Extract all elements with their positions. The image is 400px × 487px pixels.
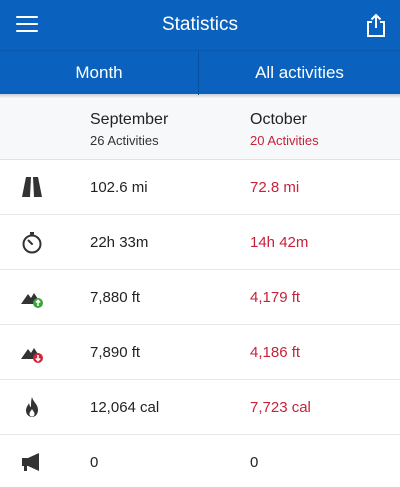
stat-value-september: 102.6 mi — [90, 179, 148, 196]
stat-row-calories: 12,064 cal 7,723 cal — [0, 380, 400, 435]
hamburger-menu-icon[interactable] — [14, 13, 42, 35]
stat-row-elevation-gain: 7,880 ft 4,179 ft — [0, 270, 400, 325]
column-headers: September 26 Activities October 20 Activ… — [0, 99, 400, 160]
tab-month[interactable]: Month — [0, 51, 199, 95]
stat-value-october: 72.8 mi — [250, 179, 300, 196]
stat-value-september: 0 — [90, 454, 99, 471]
share-icon[interactable] — [364, 12, 388, 38]
stat-row-announcements: 0 0 — [0, 435, 400, 487]
stat-value-october: 0 — [250, 454, 259, 471]
column-activity-count: 26 Activities — [90, 133, 159, 148]
megaphone-icon — [22, 453, 39, 471]
tab-bar-shadow — [0, 94, 400, 99]
elevation-gain-icon — [21, 293, 43, 308]
stat-row-time: 22h 33m 14h 42m — [0, 215, 400, 270]
column-activity-count: 20 Activities — [250, 133, 319, 148]
column-september: September 26 Activities — [90, 111, 168, 148]
tab-bar: Month All activities — [0, 50, 400, 95]
flame-calories-icon — [26, 397, 38, 417]
stat-value-september: 12,064 cal — [90, 399, 160, 416]
stat-row-elevation-loss: 7,890 ft 4,186 ft — [0, 325, 400, 380]
column-october: October 20 Activities — [250, 111, 319, 148]
column-month-label: September — [90, 111, 169, 128]
app-header: Statistics — [0, 0, 400, 50]
stat-value-september: 7,880 ft — [90, 289, 141, 306]
stat-row-distance: 102.6 mi 72.8 mi — [0, 160, 400, 215]
column-month-label: October — [250, 111, 307, 128]
stat-value-october: 4,179 ft — [250, 289, 301, 306]
stat-value-september: 22h 33m — [90, 234, 149, 251]
stat-value-september: 7,890 ft — [90, 344, 141, 361]
stat-value-october: 7,723 cal — [250, 399, 311, 416]
road-distance-icon — [22, 177, 42, 197]
stat-value-october: 14h 42m — [250, 234, 309, 251]
elevation-loss-icon — [21, 348, 43, 363]
stat-value-october: 4,186 ft — [250, 344, 301, 361]
tab-all-activities[interactable]: All activities — [255, 63, 344, 82]
page-title: Statistics — [161, 14, 239, 35]
stopwatch-icon — [22, 232, 42, 254]
